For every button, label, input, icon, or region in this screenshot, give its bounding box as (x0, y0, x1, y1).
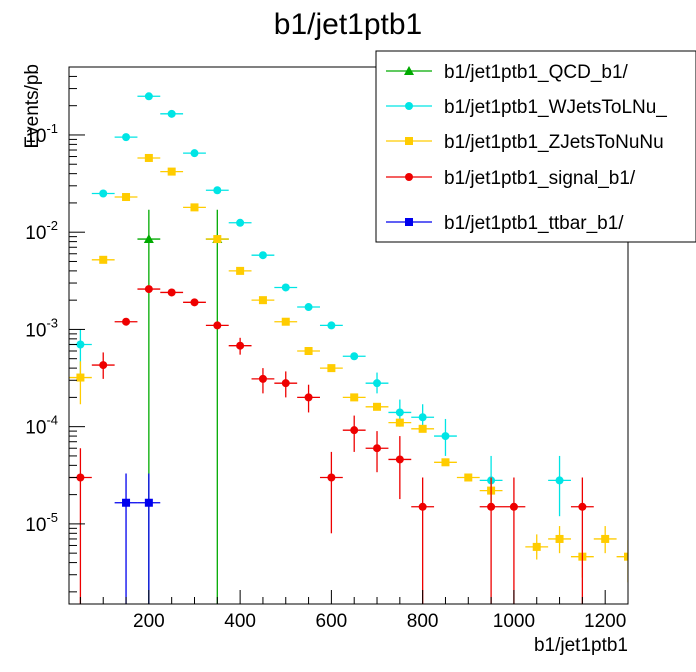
data-point (144, 153, 153, 162)
legend-marker (405, 173, 413, 181)
data-point (350, 393, 359, 402)
data-point (99, 361, 108, 370)
data-point (144, 498, 153, 507)
plot-frame (68, 66, 629, 605)
data-point (418, 502, 427, 511)
data-point (373, 379, 382, 388)
data-point (143, 234, 154, 244)
data-point (327, 364, 336, 373)
data-point (304, 303, 313, 312)
data-layer (69, 92, 628, 604)
legend-label: b1/jet1ptb1_QCD_b1/ (444, 62, 629, 83)
data-point (418, 413, 427, 422)
legend-marker (405, 218, 413, 226)
data-point (624, 552, 628, 561)
data-point (213, 321, 222, 330)
series-1 (69, 92, 571, 517)
legend-label: b1/jet1ptb1_ttbar_b1/ (444, 213, 624, 234)
legend-marker (404, 66, 414, 75)
data-point (144, 92, 153, 101)
data-point (99, 189, 108, 198)
data-point (509, 502, 518, 511)
data-point (167, 288, 176, 297)
x-axis-label: b1/jet1ptb1 (534, 635, 628, 656)
y-tick-label: 10-1 (25, 121, 58, 147)
data-point (122, 498, 131, 507)
legend-marker (405, 137, 413, 145)
data-point (601, 534, 610, 543)
data-point (167, 109, 176, 118)
data-point (327, 473, 336, 482)
data-point (190, 149, 199, 158)
data-point (555, 534, 564, 543)
data-point (532, 542, 541, 551)
data-point (281, 283, 290, 292)
data-point (99, 255, 108, 264)
data-point (395, 408, 404, 417)
data-point (373, 444, 382, 453)
series-2 (69, 153, 628, 583)
data-point (441, 432, 450, 441)
data-point (487, 502, 496, 511)
data-point (213, 235, 222, 244)
data-point (304, 346, 313, 355)
data-point (76, 473, 85, 482)
data-point (190, 203, 199, 212)
legend-label: b1/jet1ptb1_ZJetsToNuNu (444, 132, 664, 153)
legend-marker (405, 102, 413, 110)
data-point (578, 502, 587, 511)
data-point (441, 458, 450, 467)
data-point (236, 341, 245, 350)
data-point (122, 193, 131, 202)
data-point (281, 379, 290, 388)
data-point (327, 321, 336, 330)
data-point (555, 476, 564, 485)
x-tick-label: 1200 (584, 611, 626, 632)
x-tick-label: 1000 (493, 611, 535, 632)
data-point (395, 418, 404, 427)
x-tick-label: 800 (407, 611, 439, 632)
data-point (122, 133, 131, 142)
data-point (395, 455, 404, 464)
data-point (281, 317, 290, 326)
chart-title: b1/jet1ptb1 (274, 8, 422, 41)
data-point (190, 298, 199, 307)
y-axis-label: Events/pb (22, 64, 43, 149)
x-tick-label: 400 (224, 611, 256, 632)
data-point (258, 251, 267, 260)
data-point (76, 373, 85, 382)
data-point (418, 424, 427, 433)
data-point (213, 186, 222, 195)
series-3 (69, 285, 594, 604)
data-point (350, 352, 359, 361)
legend: b1/jet1ptb1_QCD_b1/b1/jet1ptb1_WJetsToLN… (375, 50, 696, 243)
data-point (304, 393, 313, 402)
data-point (236, 266, 245, 275)
x-tick-label: 200 (133, 611, 165, 632)
data-point (373, 402, 382, 411)
legend-label: b1/jet1ptb1_WJetsToLNu_ (444, 97, 667, 118)
x-tick-label: 600 (316, 611, 348, 632)
data-point (144, 285, 153, 294)
data-point (350, 426, 359, 435)
legend-label: b1/jet1ptb1_signal_b1/ (444, 168, 636, 189)
legend-box (375, 50, 696, 243)
series-4 (114, 473, 161, 604)
data-point (76, 340, 85, 349)
data-point (464, 473, 473, 482)
data-point (258, 296, 267, 305)
data-point (258, 374, 267, 383)
data-point (122, 317, 131, 326)
data-point (236, 218, 245, 227)
data-point (167, 167, 176, 176)
